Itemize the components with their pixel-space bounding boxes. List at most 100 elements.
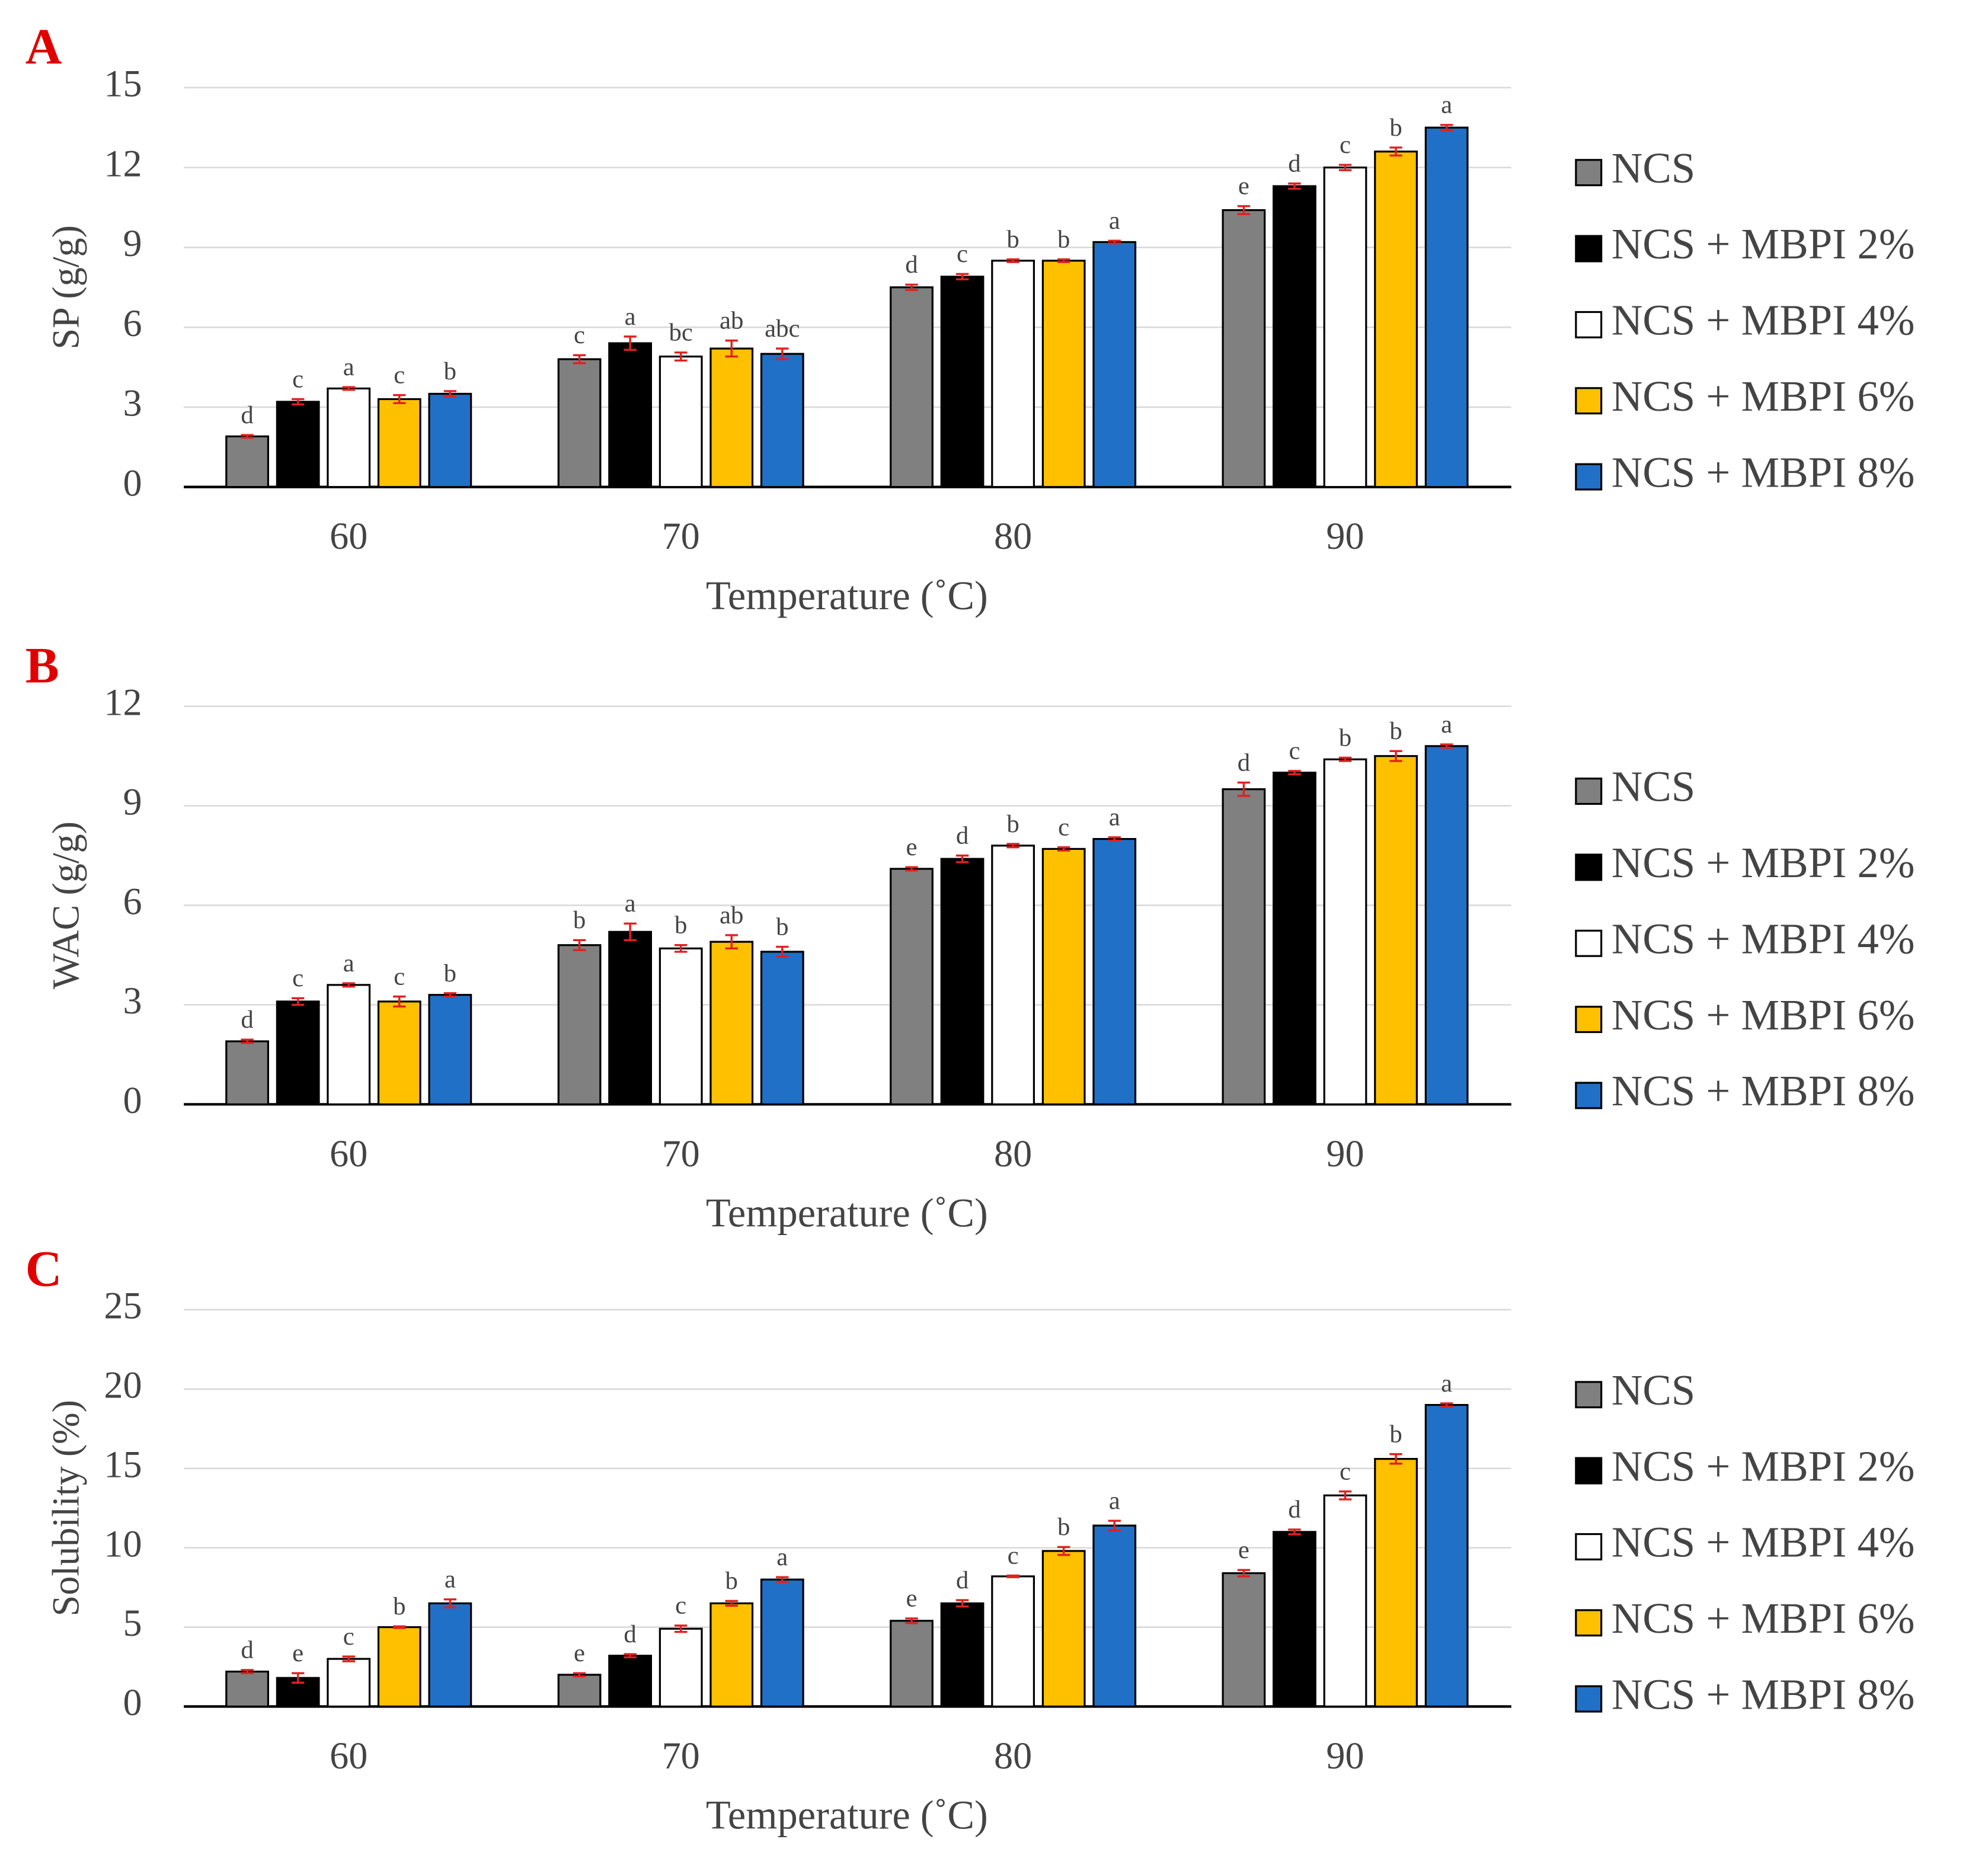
significance-letter: d xyxy=(1288,149,1300,177)
legend-swatch xyxy=(1575,1533,1603,1560)
error-bar xyxy=(1108,239,1121,245)
legend-swatch xyxy=(1575,387,1603,415)
y-tick-label: 25 xyxy=(104,1285,142,1327)
error-bar xyxy=(624,922,637,942)
error-bar xyxy=(1108,836,1121,842)
y-tick-label: 15 xyxy=(104,1443,142,1485)
bar xyxy=(557,944,602,1105)
significance-letter: a xyxy=(1109,804,1120,831)
error-bar xyxy=(573,939,586,951)
significance-letter: e xyxy=(574,1639,585,1667)
error-bar xyxy=(955,854,969,863)
significance-letter: c xyxy=(292,365,303,393)
error-bar xyxy=(776,945,789,958)
significance-letter: b xyxy=(1057,1513,1070,1541)
error-bar xyxy=(342,982,355,988)
error-bar xyxy=(776,1576,789,1583)
significance-letter: d xyxy=(1238,749,1250,776)
error-bar xyxy=(1108,1520,1121,1531)
legend-label: NCS + MBPI 8% xyxy=(1612,1670,1915,1718)
y-axis-label: WAC (g/g) xyxy=(44,821,87,989)
bar xyxy=(225,435,270,488)
error-bar xyxy=(1006,258,1019,263)
error-bar xyxy=(624,335,637,351)
bar xyxy=(608,342,652,488)
bar xyxy=(760,353,804,488)
error-bar xyxy=(443,992,457,998)
significance-letter: a xyxy=(1441,711,1452,738)
bar xyxy=(1323,1494,1367,1708)
legend-label: NCS xyxy=(1612,1366,1695,1414)
bar xyxy=(1092,838,1137,1105)
bar xyxy=(377,398,421,488)
significance-letter: b xyxy=(444,960,456,987)
legend-swatch xyxy=(1575,311,1603,338)
legend-swatch xyxy=(1575,778,1603,805)
bar xyxy=(377,1626,421,1708)
bar xyxy=(1424,126,1469,488)
y-tick-label: 12 xyxy=(104,681,142,723)
bar xyxy=(276,1000,320,1105)
error-bar xyxy=(1057,258,1070,263)
error-bar xyxy=(1338,756,1352,762)
legend-label: NCS + MBPI 4% xyxy=(1612,296,1915,344)
significance-letter: e xyxy=(292,1639,303,1667)
bar xyxy=(276,401,320,488)
significance-letter: ab xyxy=(720,306,743,334)
error-bar xyxy=(955,1599,969,1608)
error-bar xyxy=(1389,750,1402,762)
significance-letter: e xyxy=(906,833,917,861)
legend-label: NCS + MBPI 6% xyxy=(1612,1594,1915,1642)
significance-letter: a xyxy=(1441,1370,1452,1397)
bar xyxy=(659,947,703,1105)
significance-letter: b xyxy=(444,357,456,385)
significance-letter: d xyxy=(956,821,969,849)
y-tick-label: 9 xyxy=(123,781,142,823)
x-axis-label: Temperature (˚C) xyxy=(706,1190,988,1235)
significance-letter: b xyxy=(573,906,586,934)
x-tick-label: 70 xyxy=(662,515,700,557)
y-tick-label: 10 xyxy=(104,1523,142,1565)
x-tick-label: 90 xyxy=(1326,1735,1364,1777)
bar xyxy=(709,347,754,488)
significance-letter: b xyxy=(1339,724,1351,751)
error-bar xyxy=(342,1655,355,1662)
error-bar xyxy=(674,944,688,953)
significance-letter: b xyxy=(1389,1420,1402,1448)
significance-letter: a xyxy=(343,353,354,381)
error-bar xyxy=(573,354,586,364)
legend-label: NCS + MBPI 4% xyxy=(1612,914,1915,962)
significance-letter: d xyxy=(241,401,253,429)
y-axis-label: SP (g/g) xyxy=(44,225,87,350)
y-tick-label: 3 xyxy=(123,382,142,424)
error-bar xyxy=(1288,1528,1301,1536)
bar xyxy=(225,1040,270,1105)
significance-letter: c xyxy=(1058,813,1069,841)
x-axis-label: Temperature (˚C) xyxy=(706,573,988,618)
x-axis-label: Temperature (˚C) xyxy=(706,1793,988,1838)
error-bar xyxy=(1338,164,1352,171)
bar xyxy=(327,1658,371,1708)
error-bar xyxy=(1006,843,1019,849)
bar xyxy=(1273,1531,1316,1708)
error-bar xyxy=(776,347,789,360)
significance-letter: a xyxy=(1109,1487,1120,1515)
error-bar xyxy=(955,273,969,281)
bar xyxy=(659,1627,703,1708)
x-tick-label: 80 xyxy=(994,1735,1032,1777)
significance-letter: d xyxy=(905,251,918,279)
significance-letter: d xyxy=(1288,1496,1300,1524)
error-bar xyxy=(624,1653,637,1659)
bar xyxy=(1273,185,1316,488)
legend-swatch xyxy=(1575,1381,1603,1409)
x-tick-label: 60 xyxy=(330,1133,367,1175)
error-bar xyxy=(291,997,305,1006)
significance-letter: b xyxy=(776,913,788,941)
bar xyxy=(940,1602,985,1708)
significance-letter: a xyxy=(776,1543,788,1571)
panel-label: A xyxy=(25,19,62,75)
error-bar xyxy=(1389,146,1402,157)
significance-letter: ab xyxy=(720,901,743,929)
bar xyxy=(709,1602,754,1708)
bar xyxy=(991,260,1035,488)
